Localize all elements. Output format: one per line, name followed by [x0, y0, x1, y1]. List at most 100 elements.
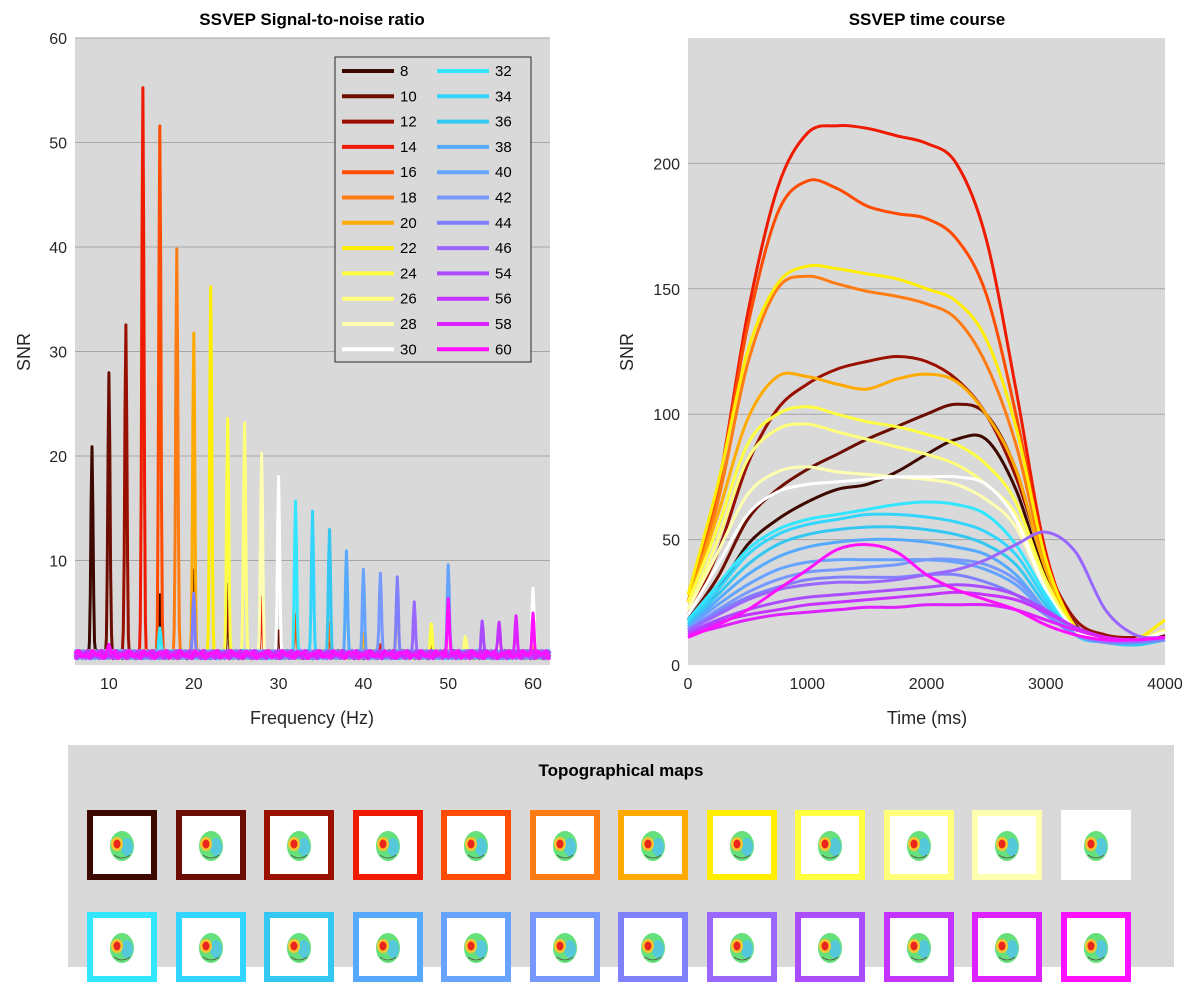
time-y-axis-label: SNR: [617, 333, 637, 371]
time-x-tick: 4000: [1147, 676, 1183, 693]
snr-y-tick: 40: [49, 240, 67, 257]
topo-peak: [113, 941, 121, 951]
snr-series-60: [73, 597, 552, 661]
topo-contour: [379, 854, 396, 859]
time-series-line-23: [687, 543, 1166, 642]
topo-right-region: [298, 838, 310, 856]
topo-right-region: [1094, 838, 1107, 856]
snr-y-axis-label: SNR: [14, 333, 34, 371]
topo-head-map: [110, 831, 134, 861]
topo-peak: [644, 941, 652, 951]
topo-contour: [998, 854, 1016, 859]
topo-title: Topographical maps: [538, 761, 704, 780]
topo-head-map: [641, 933, 665, 963]
snr-legend-label: 18: [400, 190, 417, 207]
snr-x-axis-label: Frequency (Hz): [250, 708, 374, 728]
topo-map-cell: [1060, 810, 1131, 880]
time-x-tick: 2000: [909, 676, 945, 693]
topo-contour: [113, 956, 131, 961]
topo-right-region: [829, 838, 841, 856]
topo-peak: [379, 839, 386, 849]
snr-chart-title: SSVEP Signal-to-noise ratio: [199, 10, 424, 29]
time-plot-area: [688, 38, 1165, 665]
topo-contour: [202, 854, 219, 859]
snr-series-lines: [73, 86, 552, 661]
topo-right-region: [829, 940, 841, 958]
topo-contour: [1087, 956, 1104, 961]
topo-map-cell: [972, 810, 1042, 880]
topo-peak: [379, 941, 386, 951]
snr-legend-label: 28: [400, 316, 417, 333]
topo-head-map: [995, 831, 1019, 861]
topo-right-region: [209, 940, 222, 958]
topo-contour: [998, 956, 1016, 961]
topo-peak: [733, 941, 740, 951]
time-x-tick: 3000: [1028, 676, 1064, 693]
snr-legend-label: 26: [400, 291, 417, 308]
topo-right-region: [740, 940, 753, 958]
topo-right-region: [652, 940, 664, 958]
topo-map-cell: [175, 810, 246, 880]
snr-legend-label: 58: [495, 316, 512, 333]
topo-right-region: [1006, 940, 1018, 958]
topo-peak: [290, 839, 298, 849]
snr-legend-label: 8: [400, 63, 408, 80]
topo-map-cell: [706, 810, 777, 880]
topo-map-cell: [264, 912, 334, 982]
snr-legend-label: 44: [495, 215, 512, 232]
topo-map-cell: [87, 810, 157, 880]
topo-right-region: [475, 940, 487, 958]
topo-peak: [202, 839, 209, 849]
topo-right-region: [121, 940, 133, 958]
topo-map-cell: [352, 810, 423, 880]
topo-head-map: [1083, 933, 1108, 963]
topo-contour: [821, 854, 839, 859]
topo-head-map: [198, 831, 223, 861]
topo-map-cell: [972, 912, 1042, 982]
topo-peak: [467, 839, 475, 849]
topo-right-region: [652, 838, 664, 856]
topo-peak: [821, 941, 829, 951]
snr-y-tick: 50: [49, 136, 67, 153]
snr-y-tick: 10: [49, 554, 67, 571]
topo-head-map: [729, 933, 754, 963]
topo-head-map: [287, 831, 311, 861]
topo-contour: [910, 956, 927, 961]
topo-contour: [556, 956, 573, 961]
topo-peak: [998, 839, 1006, 849]
snr-legend-label: 56: [495, 291, 512, 308]
topo-map-cell: [87, 912, 157, 982]
topo-contour: [290, 854, 308, 859]
topo-contour: [644, 956, 662, 961]
topo-contour: [910, 854, 927, 859]
time-y-tick: 0: [671, 658, 680, 675]
snr-legend-label: 12: [400, 114, 417, 131]
topo-right-region: [121, 838, 133, 856]
topo-contour: [379, 956, 396, 961]
topo-right-region: [740, 838, 753, 856]
snr-legend-label: 22: [400, 240, 417, 257]
topo-peak: [202, 941, 209, 951]
topo-peak: [1087, 839, 1094, 849]
time-series-line-22: [687, 602, 1166, 642]
snr-legend-label: 40: [495, 164, 512, 181]
topo-map-cell: [883, 810, 954, 880]
topo-head-map: [198, 933, 223, 963]
snr-legend-box: [334, 56, 532, 363]
topo-right-region: [917, 838, 930, 856]
topo-map-cell: [441, 912, 511, 982]
snr-legend-label: 38: [495, 139, 512, 156]
topo-contour: [733, 956, 750, 961]
topo-contour: [467, 956, 485, 961]
topo-peak: [733, 839, 740, 849]
snr-legend-label: 10: [400, 88, 417, 105]
topo-peak: [998, 941, 1006, 951]
snr-legend-label: 16: [400, 164, 417, 181]
time-y-tick: 150: [653, 282, 680, 299]
topo-peak: [910, 839, 917, 849]
topo-peak: [113, 839, 121, 849]
topo-peak: [556, 941, 563, 951]
topo-right-region: [209, 838, 222, 856]
